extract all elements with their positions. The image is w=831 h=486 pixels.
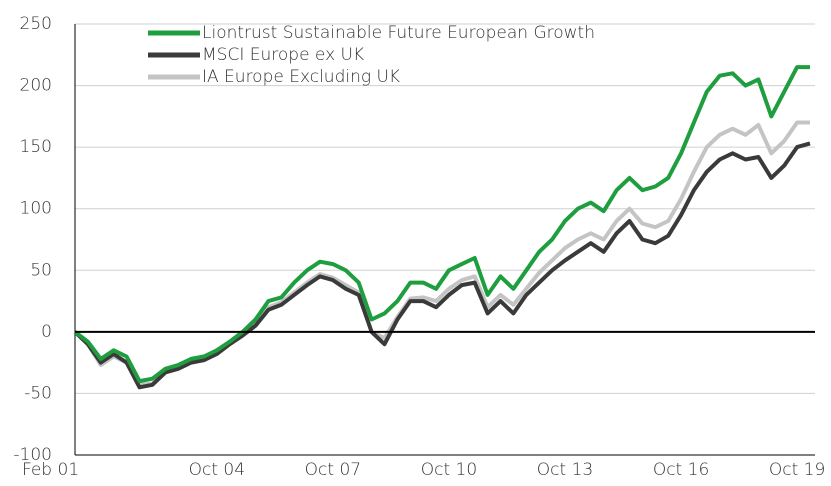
y-tick-label: -50: [24, 383, 52, 403]
y-tick-label: 150: [20, 137, 52, 157]
y-tick-label: 100: [20, 199, 52, 219]
series-line: [73, 65, 810, 384]
series-line: [73, 120, 810, 387]
x-tick-label: Oct 07: [305, 460, 361, 480]
x-tick-label: Oct 19: [769, 460, 825, 480]
legend-label: MSCI Europe ex UK: [202, 45, 364, 65]
x-tick-label: Oct 04: [189, 460, 245, 480]
y-tick-label: -100: [13, 445, 52, 465]
x-tick-label: Oct 13: [537, 460, 593, 480]
y-tick-label: 200: [20, 76, 52, 96]
y-tick-label: 250: [20, 14, 52, 34]
legend-label: IA Europe Excluding UK: [202, 67, 400, 87]
y-tick-label: 0: [41, 322, 52, 342]
x-tick-label: Feb 01: [22, 460, 79, 480]
x-tick-label: Oct 10: [421, 460, 477, 480]
series-line: [73, 141, 811, 390]
y-tick-label: 50: [30, 260, 52, 280]
x-tick-label: Oct 16: [653, 460, 709, 480]
legend-label: Liontrust Sustainable Future European Gr…: [202, 23, 595, 43]
